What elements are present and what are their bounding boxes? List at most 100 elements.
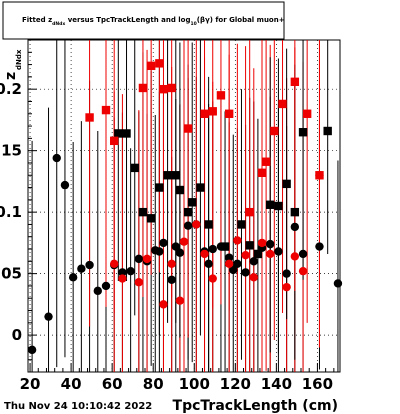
data-point-square: [253, 249, 263, 259]
data-point-circle: [266, 249, 275, 259]
data-point-square: [171, 171, 180, 180]
data-point-square: [110, 136, 119, 146]
data-point-square: [270, 126, 279, 136]
data-point-circle: [110, 259, 119, 268]
data-point-circle: [266, 239, 275, 249]
data-point-square: [85, 113, 94, 122]
data-point-circle: [192, 220, 201, 229]
data-point-square: [122, 129, 131, 138]
data-point-square: [200, 109, 209, 118]
title-part-3: (βγ) for Global muon+: [197, 16, 285, 24]
data-point-circle: [315, 242, 324, 251]
data-point-circle: [101, 281, 111, 291]
data-point-circle: [224, 259, 234, 268]
data-point-square: [146, 214, 156, 223]
data-point-circle: [118, 268, 127, 277]
data-point-square: [101, 105, 111, 115]
data-point-square: [155, 59, 164, 68]
y-tick-label: 0: [12, 326, 22, 344]
data-point-square: [146, 61, 156, 71]
data-point-circle: [68, 273, 78, 282]
y-tick-label: 0.15: [0, 142, 22, 160]
data-point-square: [257, 168, 267, 177]
data-point-circle: [93, 286, 102, 296]
data-point-circle: [134, 254, 144, 264]
data-point-square: [155, 183, 164, 192]
data-point-square: [138, 83, 148, 93]
data-point-square: [290, 207, 300, 217]
data-point-circle: [282, 269, 291, 278]
data-point-circle: [298, 249, 308, 259]
x-axis-label: TpcTrackLength (cm): [173, 398, 338, 414]
title-part-2: versus TpcTrackLength and log: [65, 16, 190, 24]
data-point-square: [163, 171, 172, 180]
chart-title: Fitted zdNdx versus TpcTrackLength and l…: [22, 16, 285, 27]
data-point-circle: [44, 312, 53, 321]
data-point-square: [315, 171, 324, 180]
data-point-square: [298, 128, 308, 137]
data-point-circle: [134, 278, 144, 287]
data-point-square: [130, 163, 139, 173]
x-tick-label: 140: [261, 375, 292, 393]
data-point-circle: [142, 254, 152, 264]
error-bars: [31, 40, 339, 372]
data-point-square: [204, 220, 213, 229]
data-point-circle: [274, 247, 283, 256]
data-point-circle: [200, 249, 209, 259]
x-tick-label: 60: [102, 375, 123, 393]
data-point-square: [216, 91, 226, 100]
y-axis-label: z dNdx: [3, 49, 23, 80]
title-box: [2, 1, 285, 40]
data-point-circle: [77, 264, 86, 273]
data-point-circle: [60, 180, 70, 190]
data-point-square: [183, 124, 193, 133]
data-point-circle: [27, 345, 37, 355]
data-point-square: [290, 77, 300, 87]
data-point-circle: [333, 279, 343, 288]
data-point-circle: [167, 275, 176, 284]
data-point-circle: [126, 266, 135, 276]
data-point-circle: [224, 253, 234, 262]
title-sub-2: 10: [191, 21, 197, 27]
data-point-circle: [208, 274, 217, 283]
data-point-square: [245, 207, 254, 217]
data-point-circle: [290, 252, 300, 261]
tick-labels: 20 40 60 80 100 120 140 160 0 0.05 0.1 0.15 0.2: [0, 80, 333, 393]
data-point-circle: [257, 238, 267, 248]
data-point-circle: [233, 259, 242, 268]
data-point-square: [274, 201, 283, 211]
data-point-square: [159, 84, 168, 94]
x-tick-label: 100: [179, 375, 210, 393]
data-point-circle: [175, 248, 185, 257]
data-point-circle: [118, 274, 127, 283]
x-tick-label: 160: [302, 375, 333, 393]
data-point-square: [220, 242, 230, 251]
x-tick-label: 20: [20, 375, 41, 393]
y-tick-label: 0.05: [0, 265, 22, 283]
data-point-circle: [282, 282, 291, 292]
data-point-circle: [159, 300, 168, 309]
data-point-square: [188, 198, 197, 207]
data-point-square: [175, 185, 185, 195]
x-tick-label: 80: [143, 375, 164, 393]
data-point-circle: [208, 244, 217, 254]
data-point-circle: [167, 259, 176, 268]
data-point-square: [183, 207, 193, 217]
data-point-circle: [183, 221, 193, 230]
data-point-square: [245, 241, 254, 250]
axis-ticks: [28, 51, 335, 372]
data-point-circle: [171, 242, 180, 251]
y-axis-label-main: z: [3, 72, 19, 80]
data-point-circle: [229, 265, 238, 275]
data-point-square: [167, 83, 176, 93]
data-point-square: [237, 220, 246, 229]
data-point-square: [282, 179, 291, 189]
data-point-square: [196, 183, 205, 192]
data-point-circle: [204, 259, 213, 268]
data-point-circle: [249, 257, 258, 266]
data-point-square: [278, 99, 287, 109]
data-point-square: [261, 157, 271, 166]
data-point-square: [302, 109, 312, 118]
data-point-circle: [298, 266, 308, 276]
